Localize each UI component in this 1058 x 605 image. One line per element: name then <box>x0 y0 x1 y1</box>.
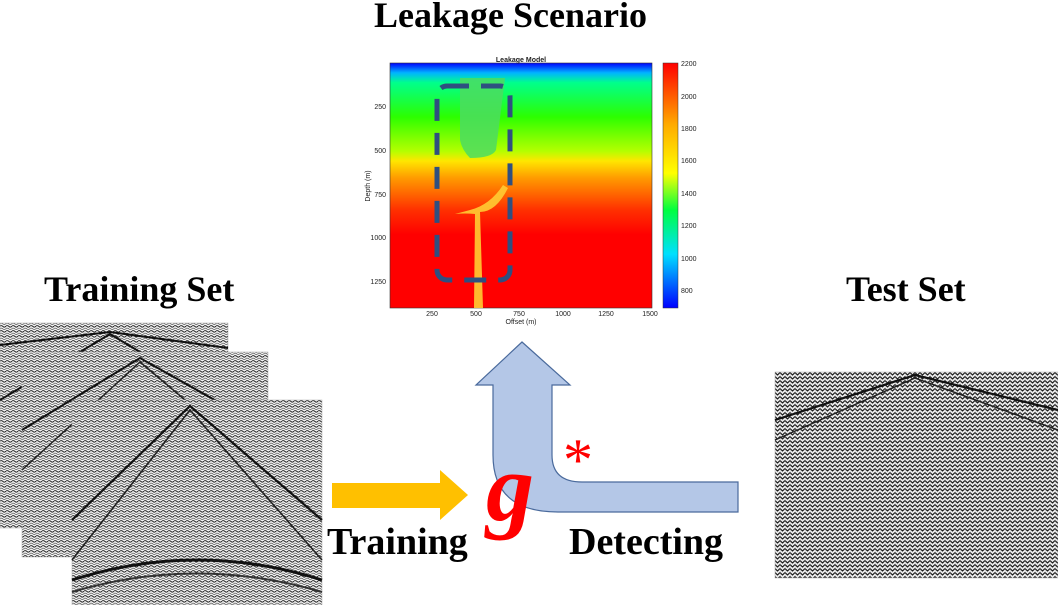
colorbar <box>662 62 679 309</box>
test-set-panel <box>774 371 1058 579</box>
colorbar-tick: 1600 <box>681 158 697 165</box>
colorbar-tick: 1000 <box>681 256 697 263</box>
ytick: 750 <box>374 192 386 199</box>
colorbar-tick: 2000 <box>681 94 697 101</box>
ytick: 1000 <box>370 235 386 242</box>
seismic-panel-front <box>71 399 323 605</box>
xlabel: Offset (m) <box>506 319 537 326</box>
leakage-region-box <box>434 83 513 283</box>
colorbar-tick: 1400 <box>681 191 697 198</box>
ytick: 250 <box>374 104 386 111</box>
g-symbol: g <box>484 434 534 541</box>
training-set-stack <box>0 322 323 605</box>
xtick: 1250 <box>598 311 614 318</box>
colorbar-tick: 1200 <box>681 223 697 230</box>
colorbar-tick: 1800 <box>681 126 697 133</box>
model-title: Leakage Model <box>496 57 546 64</box>
xtick: 750 <box>513 311 525 318</box>
model-image <box>389 62 653 309</box>
xtick: 1000 <box>555 311 571 318</box>
ylabel: Depth (m) <box>365 170 372 201</box>
leakage-fracture <box>455 185 508 308</box>
star-symbol: * <box>563 427 593 493</box>
training-arrow <box>332 470 468 520</box>
colorbar-tick: 800 <box>681 288 693 295</box>
leakage-plume <box>460 78 505 158</box>
xtick: 250 <box>426 311 438 318</box>
test-set-label: Test Set <box>846 269 966 309</box>
training-set-label: Training Set <box>44 269 235 309</box>
training-label: Training <box>327 521 468 563</box>
ytick: 1250 <box>370 279 386 286</box>
ytick: 500 <box>374 148 386 155</box>
xtick: 500 <box>470 311 482 318</box>
diagram-title: Leakage Scenario <box>374 0 647 35</box>
detecting-arrow <box>474 341 739 513</box>
xtick: 1500 <box>642 311 658 318</box>
colorbar-tick: 2200 <box>681 61 697 68</box>
detecting-label: Detecting <box>569 521 724 563</box>
leakage-model-plot <box>389 62 679 309</box>
